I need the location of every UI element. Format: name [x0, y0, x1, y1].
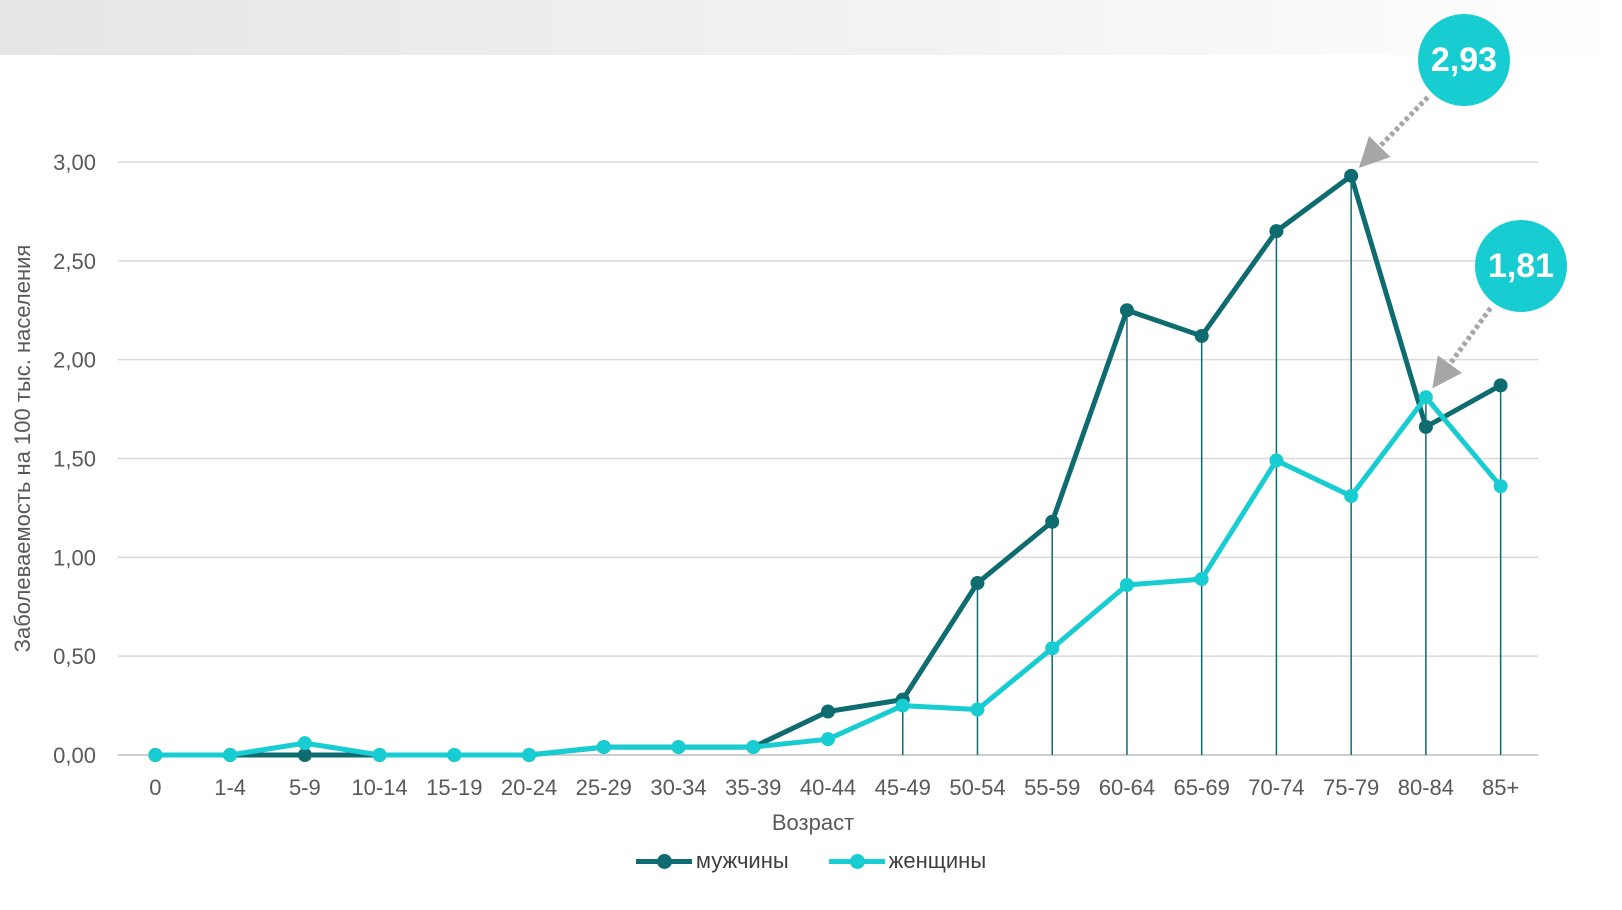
- legend-label-men: мужчины: [695, 848, 789, 873]
- x-tick-label: 35-39: [725, 775, 781, 800]
- y-tick-label: 2,00: [53, 348, 96, 373]
- data-point: [297, 736, 312, 751]
- data-point: [297, 748, 312, 762]
- data-point: [746, 740, 761, 755]
- y-tick-label: 0,50: [53, 644, 96, 669]
- x-tick-label: 60-64: [1099, 775, 1155, 800]
- x-tick-label: 30-34: [650, 775, 706, 800]
- callout-bubble: 2,93: [1418, 14, 1510, 106]
- data-point: [447, 748, 462, 762]
- data-point: [1418, 419, 1433, 434]
- x-tick-label: 25-29: [576, 775, 632, 800]
- x-tick-label: 65-69: [1174, 775, 1230, 800]
- y-tick-label: 1,00: [53, 545, 96, 570]
- data-point: [970, 702, 985, 717]
- y-tick-label: 0,00: [53, 743, 96, 768]
- x-tick-label: 75-79: [1323, 775, 1379, 800]
- data-point: [1194, 328, 1209, 343]
- x-tick-label: 40-44: [800, 775, 856, 800]
- legend: мужчины женщины: [0, 848, 1622, 874]
- data-point: [821, 732, 835, 747]
- data-point: [671, 740, 686, 755]
- x-tick-label: 50-54: [949, 775, 1005, 800]
- y-tick-label: 2,50: [53, 249, 96, 274]
- x-tick-label: 70-74: [1248, 775, 1304, 800]
- y-tick-label: 3,00: [53, 150, 96, 175]
- data-point: [1344, 168, 1359, 183]
- legend-swatch-women: [828, 851, 885, 871]
- callout-arrow: [1432, 306, 1493, 389]
- data-point: [1493, 378, 1508, 393]
- y-axis-label: Заболеваемость на 100 тыс. населения: [10, 245, 35, 653]
- data-point: [1119, 303, 1134, 318]
- x-tick-label: 10-14: [351, 775, 407, 800]
- y-tick-label: 1,50: [53, 447, 96, 472]
- data-point: [1418, 390, 1433, 405]
- data-point: [821, 704, 835, 719]
- x-tick-label: 1-4: [214, 775, 246, 800]
- x-tick-label: 5-9: [289, 775, 321, 800]
- data-point: [1119, 578, 1134, 593]
- x-tick-label: 0: [149, 775, 161, 800]
- data-point: [1045, 514, 1060, 529]
- data-point: [372, 748, 387, 762]
- data-point: [1194, 572, 1209, 587]
- legend-swatch-men: [635, 851, 692, 871]
- callout-bubble: 1,81: [1475, 220, 1567, 312]
- x-tick-label: 15-19: [426, 775, 482, 800]
- series-line-1: [152, 394, 1504, 758]
- x-tick-label: 45-49: [875, 775, 931, 800]
- x-tick-label: 55-59: [1024, 775, 1080, 800]
- data-point: [1045, 641, 1060, 656]
- header-band: [0, 0, 1622, 55]
- data-point: [970, 576, 985, 591]
- x-axis-label: Возраст: [772, 810, 854, 835]
- legend-item-women: женщины: [828, 848, 987, 874]
- data-point: [895, 698, 910, 713]
- x-tick-label: 20-24: [501, 775, 557, 800]
- callout-arrow: [1358, 95, 1430, 168]
- data-point: [223, 748, 238, 762]
- x-tick-label: 85+: [1482, 775, 1519, 800]
- data-point: [522, 748, 537, 762]
- legend-item-men: мужчины: [635, 848, 789, 874]
- data-point: [596, 740, 611, 755]
- series-line-0: [152, 173, 1504, 758]
- data-point: [148, 748, 163, 762]
- data-point: [1269, 453, 1284, 468]
- data-point: [1344, 489, 1359, 504]
- data-point: [1269, 224, 1284, 239]
- legend-label-women: женщины: [888, 848, 987, 873]
- data-point: [1493, 479, 1508, 494]
- x-tick-label: 80-84: [1398, 775, 1454, 800]
